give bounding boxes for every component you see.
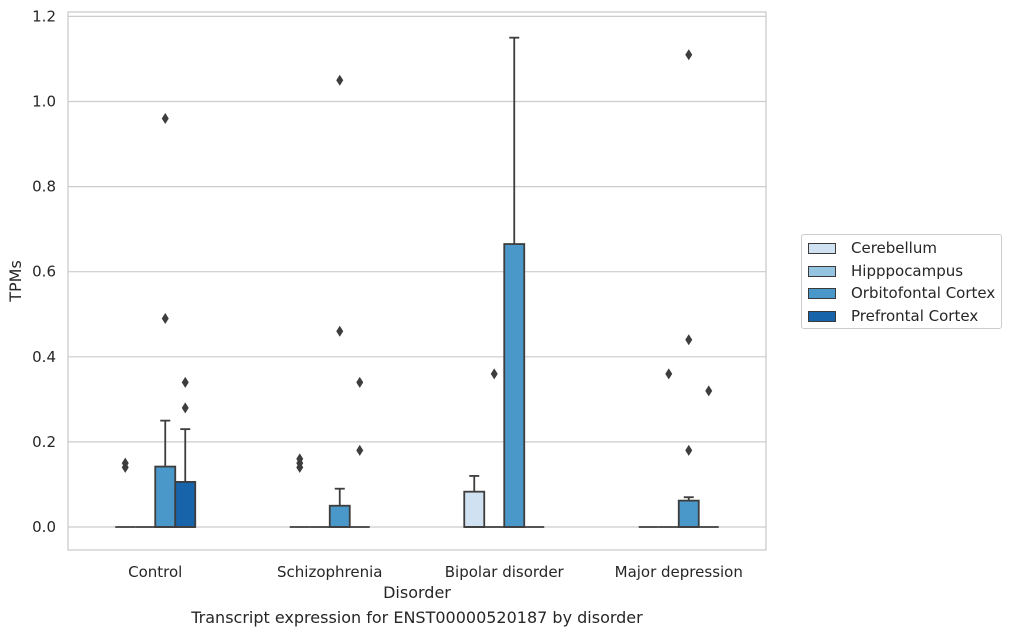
x-tick-label: Major depression: [615, 563, 743, 581]
chart-caption: Transcript expression for ENST0000052018…: [191, 608, 643, 627]
outlier-point: [665, 368, 673, 380]
box-rect: [503, 243, 526, 528]
legend-swatch: [808, 310, 836, 322]
plot-frame: [67, 11, 767, 551]
box-cerebellum: [289, 453, 310, 528]
box-rect: [174, 480, 197, 528]
y-tick-label: 0.6: [32, 263, 56, 281]
legend-item: Hipppocampus: [808, 261, 998, 281]
y-tick-labels: 0.0 0.2 0.4 0.6 0.8 1.0 1.2: [32, 7, 56, 536]
box-rect: [328, 504, 351, 528]
y-tick-label: 0.4: [32, 348, 56, 366]
y-tick-label: 1.2: [32, 7, 56, 25]
box-orbitofontal-cortex: [328, 74, 351, 528]
y-tick-label: 0.8: [32, 178, 56, 196]
box-rect: [154, 465, 177, 528]
box-orbitofontal-cortex: [503, 36, 526, 528]
legend-item: Prefrontal Cortex: [808, 306, 998, 326]
box-rect: [677, 499, 700, 528]
legend-item: Orbitofontal Cortex: [808, 283, 998, 303]
box-prefrontal-cortex: [349, 376, 370, 528]
outlier-point: [161, 313, 169, 325]
legend-label: Orbitofontal Cortex: [851, 284, 996, 302]
grid-lines: [68, 15, 766, 528]
box-hipppocampus: [484, 368, 505, 528]
outlier-point: [356, 444, 364, 456]
y-tick-label: 0.2: [32, 433, 56, 451]
outlier-point: [685, 334, 693, 346]
outlier-point: [296, 453, 304, 465]
outlier-point: [685, 444, 693, 456]
outlier-point: [181, 376, 189, 388]
legend-label: Cerebellum: [851, 239, 937, 257]
box-cerebellum: [115, 457, 136, 528]
outlier-point: [705, 385, 713, 397]
legend-label: Prefrontal Cortex: [851, 306, 979, 325]
y-tick-label: 0.0: [32, 518, 56, 536]
box-prefrontal-cortex: [698, 385, 719, 528]
x-tick-labels: Control Schizophrenia Bipolar disorder Majo…: [128, 563, 743, 581]
outlier-point: [490, 368, 498, 380]
outlier-point: [336, 74, 344, 86]
legend-swatch: [808, 243, 836, 254]
x-tick-label: Schizophrenia: [277, 563, 382, 581]
x-axis-label: Disorder: [383, 583, 451, 602]
x-tick-label: Control: [128, 563, 182, 581]
legend-item: Cerebellum: [808, 238, 998, 258]
box-cerebellum: [463, 475, 486, 528]
y-tick-label: 1.0: [32, 93, 56, 111]
outlier-point: [336, 325, 344, 337]
outlier-point: [685, 49, 693, 61]
box-orbitofontal-cortex: [154, 113, 177, 528]
outlier-point: [121, 457, 129, 469]
box-orbitofontal-cortex: [677, 49, 700, 528]
legend-swatch: [808, 288, 836, 299]
outlier-point: [161, 113, 169, 125]
legend-label: Hipppocampus: [851, 261, 964, 280]
y-axis-label: TPMs: [6, 260, 25, 303]
outlier-point: [356, 376, 364, 388]
legend-swatch: [808, 265, 836, 277]
outlier-point: [181, 402, 189, 414]
boxes-layer: [115, 36, 719, 528]
box-hipppocampus: [658, 368, 679, 528]
box-prefrontal-cortex: [174, 376, 197, 528]
box-rect: [463, 490, 486, 528]
legend: Cerebellum Hipppocampus Orbitofontal Corte…: [801, 234, 1002, 329]
x-tick-label: Bipolar disorder: [445, 563, 565, 581]
